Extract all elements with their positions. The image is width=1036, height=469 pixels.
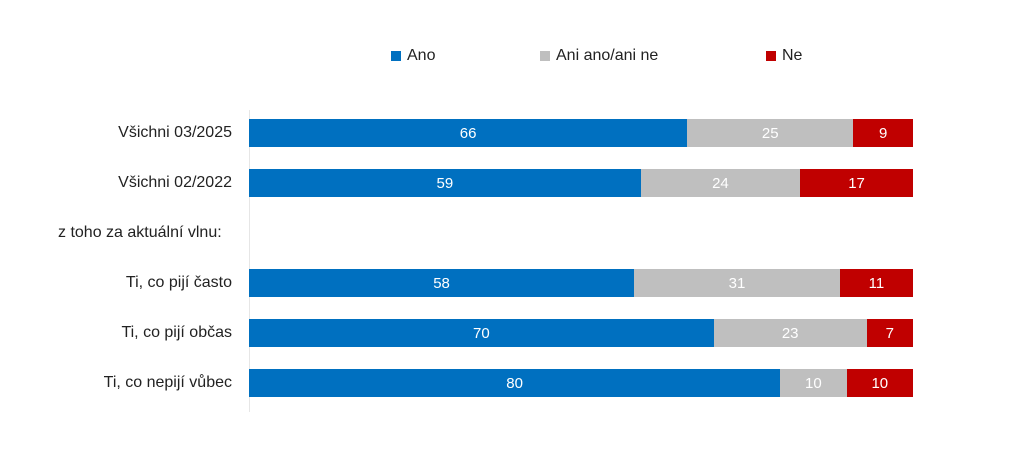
bar-segment: 80 (249, 369, 781, 397)
data-label: 58 (433, 274, 450, 292)
data-label: 24 (712, 174, 729, 192)
data-label: 10 (871, 374, 889, 392)
legend-item: Ne (766, 47, 802, 65)
data-label: 17 (848, 174, 865, 192)
category-label: Ti, co pijí občas (121, 324, 232, 341)
data-label: 80 (506, 374, 523, 392)
data-label: 70 (473, 324, 490, 342)
legend-label: Ne (782, 47, 803, 64)
group-label: z toho za aktuální vlnu: (58, 224, 222, 241)
category-label: Všichni 03/2025 (118, 124, 232, 141)
legend-swatch (540, 51, 550, 61)
legend-swatch (391, 51, 401, 61)
bar-segment: 70 (249, 319, 714, 347)
y-axis-line (249, 110, 250, 412)
data-label: 23 (781, 324, 799, 342)
data-label: 9 (878, 124, 888, 142)
bar-segment: 24 (640, 169, 801, 197)
legend-item: Ani ano/ani ne (540, 47, 658, 65)
legend-swatch (766, 51, 776, 61)
data-label: 10 (805, 374, 822, 392)
data-label: 25 (761, 124, 779, 142)
category-label: Všichni 02/2022 (118, 174, 232, 191)
legend-label: Ano (407, 47, 436, 64)
data-label: 59 (436, 174, 454, 192)
bar-segment: 17 (800, 169, 913, 197)
data-label: 31 (728, 274, 746, 292)
bar-segment: 66 (249, 119, 688, 147)
bar-segment: 10 (780, 369, 847, 397)
bar-segment: 23 (713, 319, 867, 347)
data-label: 7 (885, 324, 894, 342)
bar-segment: 9 (853, 119, 913, 147)
legend-item: Ano (391, 47, 435, 65)
bar-segment: 10 (846, 369, 913, 397)
category-label: Ti, co nepijí vůbec (103, 374, 232, 391)
bar-segment: 58 (249, 269, 635, 297)
bar-segment: 7 (866, 319, 913, 347)
bar-segment: 25 (687, 119, 854, 147)
legend-label: Ani ano/ani ne (556, 47, 659, 64)
data-label: 11 (868, 274, 885, 292)
bar-segment: 11 (839, 269, 913, 297)
bar-segment: 59 (249, 169, 641, 197)
category-label: Ti, co pijí často (125, 274, 232, 291)
data-label: 66 (459, 124, 477, 142)
bar-segment: 31 (634, 269, 840, 297)
